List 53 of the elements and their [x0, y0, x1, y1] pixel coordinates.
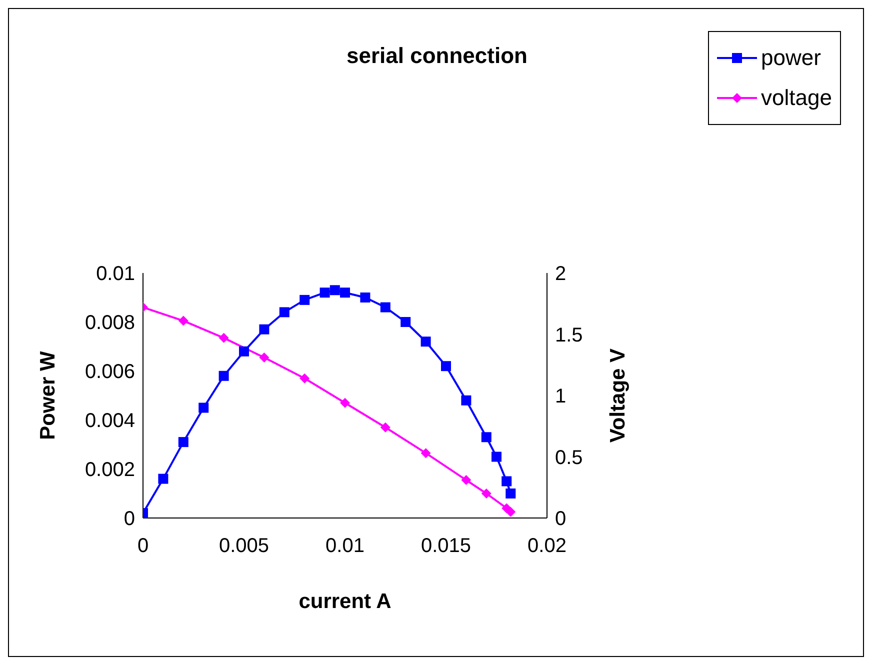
y-tick-label: 0.002	[84, 459, 135, 482]
y-tick-label: 0	[124, 508, 135, 530]
point	[380, 302, 390, 312]
point	[178, 316, 188, 326]
point	[481, 432, 492, 442]
x-tick-label: 0.005	[218, 535, 270, 558]
point	[502, 476, 512, 486]
point	[380, 422, 390, 432]
y-tick-label: 0.006	[84, 361, 135, 384]
y2-tick-label: 0.5	[555, 446, 583, 469]
x-tick-label: 0.01	[326, 535, 364, 558]
point	[218, 332, 229, 343]
point	[492, 452, 502, 462]
x-axis-title: current A	[298, 590, 392, 613]
point	[420, 336, 431, 347]
point	[506, 488, 516, 498]
point	[239, 346, 249, 356]
point	[259, 324, 270, 334]
x-tick-label: 0.02	[528, 535, 566, 558]
legend-label: voltage	[761, 85, 832, 111]
y-tick-label: 0.004	[84, 410, 135, 432]
y2-axis-title: Voltage V	[606, 348, 630, 443]
y2-tick-label: 2	[555, 263, 566, 286]
y-tick-label: 0.008	[84, 312, 135, 334]
point	[400, 317, 411, 327]
y2-tick-label: 1	[555, 386, 566, 408]
x-tick-label: 0	[137, 535, 149, 558]
point	[320, 288, 330, 298]
point	[279, 307, 290, 318]
point	[300, 373, 310, 384]
point	[178, 437, 188, 448]
chart-title: serial connection	[346, 43, 528, 68]
x-tick-label: 0.015	[420, 535, 472, 558]
point	[506, 506, 516, 517]
point	[481, 488, 492, 498]
point	[441, 361, 451, 372]
point	[340, 288, 350, 298]
point	[300, 294, 310, 305]
point	[420, 448, 431, 458]
y2-tick-label: 0	[555, 508, 566, 530]
point	[461, 475, 472, 486]
point	[218, 370, 229, 381]
point	[198, 402, 209, 413]
y-tick-label: 0.01	[96, 263, 135, 286]
point	[461, 395, 472, 406]
point	[330, 285, 340, 296]
point	[340, 398, 350, 408]
y-axis-title: Power W	[36, 350, 60, 440]
point	[259, 352, 270, 363]
legend-label: power	[761, 45, 821, 71]
y2-tick-label: 1.5	[555, 324, 583, 346]
point	[158, 474, 168, 484]
point	[360, 292, 370, 302]
